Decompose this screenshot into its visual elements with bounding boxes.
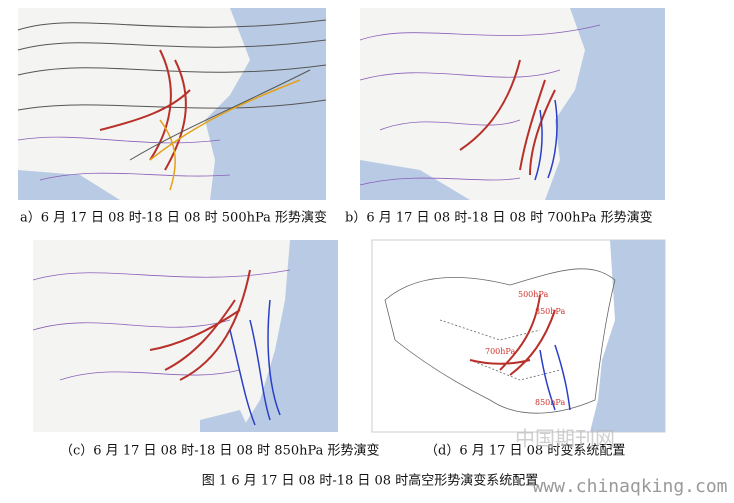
panel-caption: a）6 月 17 日 08 时-18 日 08 时 500hPa 形势演变	[20, 210, 327, 226]
map-label: 700hPa	[485, 347, 515, 356]
map-c	[32, 240, 338, 432]
panel-caption: b）6 月 17 日 08 时-18 日 08 时 700hPa 形势演变	[345, 210, 653, 226]
map-label: 500hPa	[518, 290, 548, 299]
map-label: 850hPa	[535, 307, 565, 316]
map-a	[17, 8, 327, 200]
watermark-url: www.chinaqking.com	[532, 476, 727, 497]
panel-caption: （c）6 月 17 日 08 时-18 日 08 时 850hPa 形势演变	[60, 443, 380, 459]
map-label: 850hPa	[535, 398, 565, 407]
watermark-name: 中国期刊网	[515, 427, 615, 451]
panel-caption: （d）6 月 17 日 08 时变系统配置	[425, 443, 625, 459]
map-b	[359, 8, 665, 200]
figure-caption: 图 1 6 月 17 日 08 时-18 日 08 时高空形势演变系统配置	[202, 473, 538, 489]
map-d: 500hPa 850hPa 700hPa 850hPa	[371, 239, 666, 433]
